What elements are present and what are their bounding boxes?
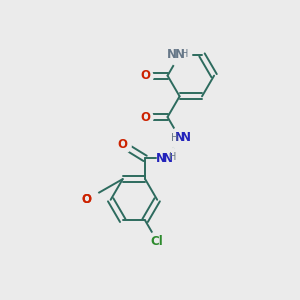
Text: N: N — [167, 49, 177, 62]
Text: N: N — [156, 152, 166, 165]
Text: O: O — [140, 110, 150, 124]
Text: O: O — [82, 193, 92, 206]
Text: N: N — [163, 152, 172, 165]
Text: N: N — [175, 49, 184, 62]
Text: O: O — [82, 193, 92, 206]
Text: N: N — [181, 131, 191, 144]
Text: H: H — [170, 133, 178, 143]
Text: Cl: Cl — [151, 235, 164, 248]
Text: H: H — [169, 152, 177, 162]
Text: O: O — [140, 69, 150, 82]
Text: H: H — [181, 49, 189, 59]
Text: N: N — [175, 131, 184, 144]
Text: O: O — [118, 138, 128, 151]
